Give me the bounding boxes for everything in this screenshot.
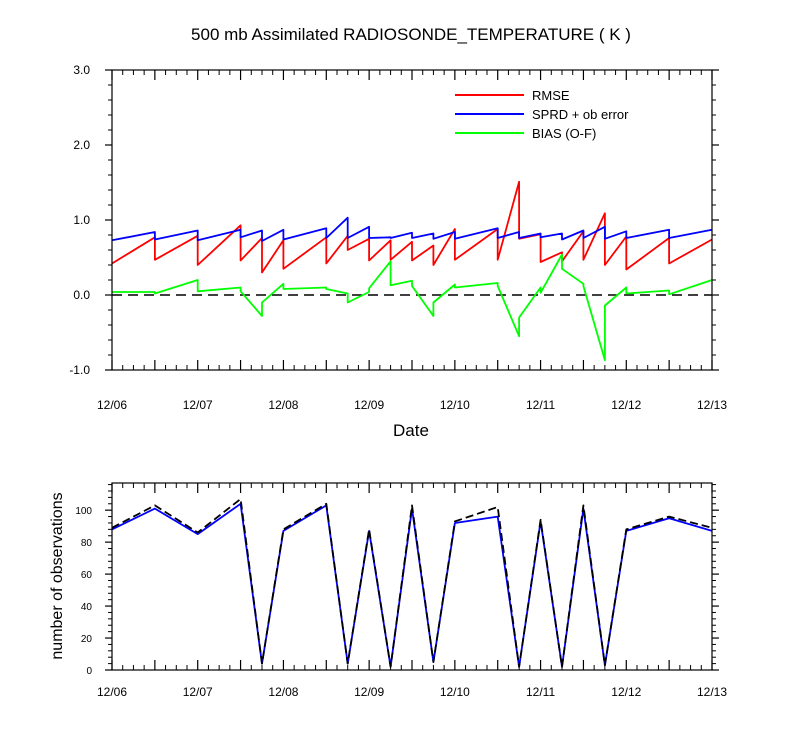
x-tick-label: 12/09 — [354, 398, 384, 412]
series-line-assimilated — [111, 502, 713, 668]
x-tick-label: 12/09 — [354, 685, 384, 699]
top-chart: 500 mb Assimilated RADIOSONDE_TEMPERATUR… — [69, 25, 727, 440]
x-tick-label: 12/08 — [268, 685, 298, 699]
x-tick-label: 12/06 — [97, 685, 127, 699]
y-tick-label: -1.0 — [69, 363, 90, 377]
legend-label: RMSE — [532, 88, 570, 103]
y-tick-label: 0 — [86, 666, 92, 677]
x-tick-label: 12/11 — [526, 685, 555, 699]
x-tick-label: 12/13 — [697, 685, 727, 699]
top-y-tick-labels: -1.0 0.0 1.0 2.0 3.0 — [69, 63, 90, 377]
x-tick-label: 12/12 — [611, 685, 641, 699]
y-tick-label: 40 — [81, 602, 93, 613]
chart-title: 500 mb Assimilated RADIOSONDE_TEMPERATUR… — [191, 25, 631, 44]
y-tick-label: 100 — [75, 506, 92, 517]
legend: RMSE SPRD + ob error BIAS (O-F) — [455, 88, 629, 141]
x-tick-label: 12/06 — [97, 398, 127, 412]
series-line-bias-o-f — [112, 253, 713, 362]
top-series-group — [111, 180, 713, 362]
y-tick-label: 2.0 — [73, 138, 90, 152]
top-axis-ticks — [105, 69, 719, 371]
x-axis-label: Date — [393, 421, 429, 440]
x-tick-label: 12/10 — [440, 398, 470, 412]
series-line-sprd-ob-error — [111, 216, 713, 242]
x-tick-label: 12/08 — [268, 398, 298, 412]
y-tick-label: 1.0 — [73, 213, 90, 227]
y-tick-label: 60 — [81, 570, 93, 581]
y-tick-label: 0.0 — [73, 288, 90, 302]
x-tick-label: 12/10 — [440, 685, 470, 699]
y-tick-label: 80 — [81, 538, 93, 549]
bottom-y-tick-labels: 0 20 40 60 80 100 — [75, 506, 92, 677]
series-line-total — [111, 498, 713, 668]
x-tick-label: 12/07 — [183, 398, 213, 412]
series-line-rmse — [111, 180, 713, 274]
top-x-tick-labels: 12/06 12/07 12/08 12/09 12/10 12/11 12/12 12/13 — [97, 398, 727, 412]
y-tick-label: 3.0 — [73, 63, 90, 77]
bottom-series-group — [111, 498, 713, 668]
legend-label: BIAS (O-F) — [532, 126, 596, 141]
bottom-plot-frame — [111, 482, 713, 671]
x-tick-label: 12/07 — [183, 685, 213, 699]
x-tick-label: 12/13 — [697, 398, 727, 412]
top-plot-frame — [111, 69, 713, 371]
x-tick-label: 12/11 — [526, 398, 555, 412]
y-axis-label: number of observations — [49, 492, 66, 659]
x-tick-label: 12/12 — [611, 398, 641, 412]
legend-label: SPRD + ob error — [532, 107, 629, 122]
bottom-x-tick-labels: 12/06 12/07 12/08 12/09 12/10 12/11 12/12 12/13 — [97, 685, 727, 699]
y-tick-label: 20 — [81, 634, 93, 645]
